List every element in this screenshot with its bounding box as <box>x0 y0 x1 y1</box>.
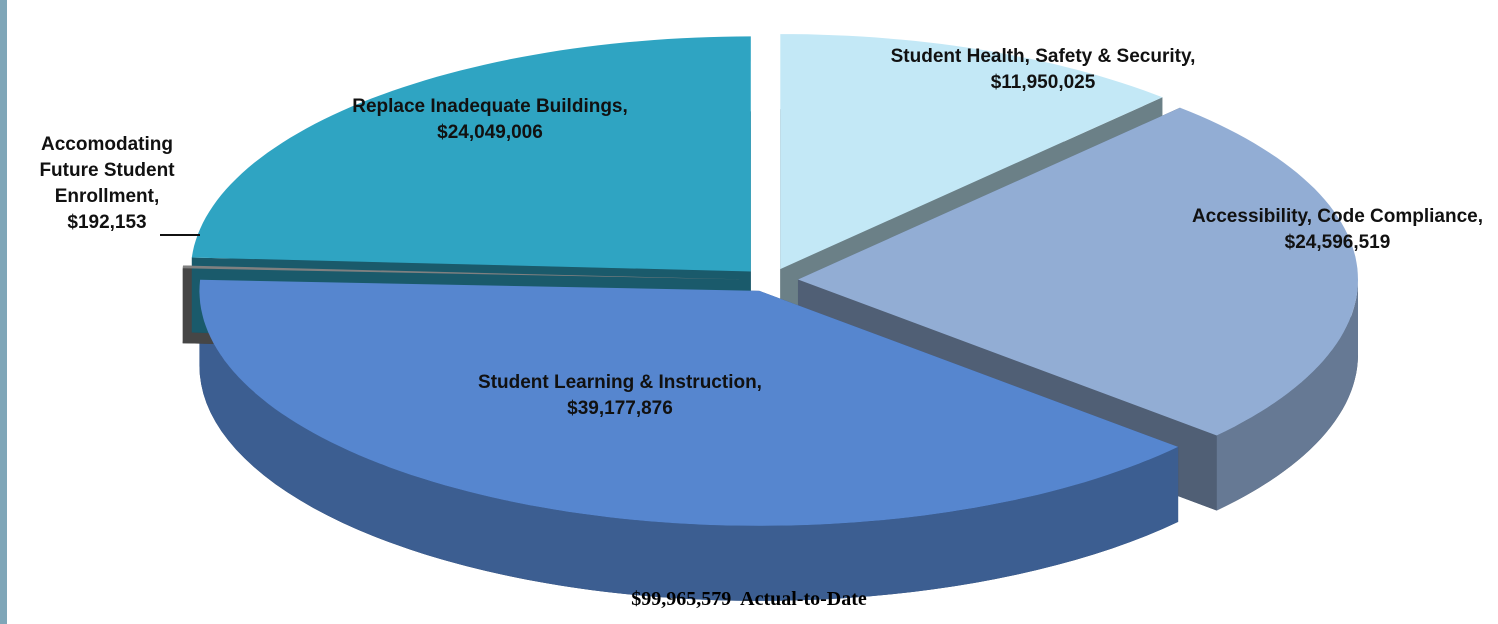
slice <box>797 107 1358 436</box>
category-label: Accessibility, Code Compliance, <box>1191 206 1484 227</box>
caption: $99,965,579 Actual-to-Date <box>631 588 867 610</box>
slice-label: Student Health, Safety & Security, $11,9… <box>878 44 1208 96</box>
value-label: $24,596,519 <box>1284 232 1391 253</box>
category-label: Student Learning & Instruction, <box>478 372 762 393</box>
slice <box>780 34 1163 270</box>
value-label: $192,153 <box>67 212 147 233</box>
slice <box>191 36 751 272</box>
slice-label: Replace Inadequate Buildings, $24,049,00… <box>345 94 635 146</box>
category-label: Replace Inadequate Buildings, <box>352 96 628 117</box>
slice-label: Student Learning & Instruction, $39,177,… <box>470 370 770 422</box>
slice-label: Accomodating Future Student Enrollment, … <box>22 132 192 236</box>
value-label: $24,049,006 <box>437 122 543 143</box>
value-label: $39,177,876 <box>567 398 673 419</box>
slice-side <box>1216 279 1358 511</box>
slice-tops <box>182 34 1358 526</box>
left-border <box>0 0 7 624</box>
slice <box>199 279 1179 526</box>
category-label: Student Health, Safety & Security, <box>890 46 1196 67</box>
slice-label: Accessibility, Code Compliance, $24,596,… <box>1165 204 1498 256</box>
slice-side <box>199 290 1179 601</box>
value-label: $11,950,025 <box>990 72 1096 93</box>
category-label: Accomodating Future Student Enrollment, <box>39 134 175 207</box>
slice <box>182 265 743 280</box>
